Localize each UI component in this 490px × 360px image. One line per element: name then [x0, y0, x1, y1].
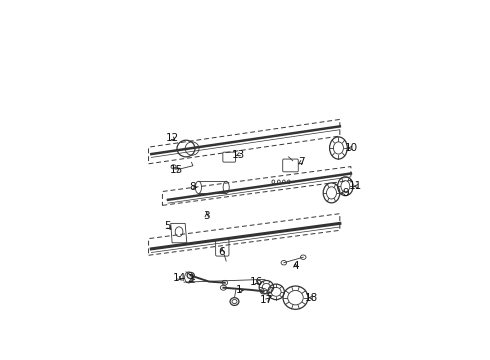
Text: 13: 13: [232, 150, 245, 159]
Text: 17: 17: [260, 296, 273, 305]
Text: 16: 16: [249, 277, 263, 287]
Text: 6: 6: [219, 247, 225, 257]
Text: 11: 11: [349, 181, 362, 191]
Text: 4: 4: [292, 261, 299, 271]
Text: 12: 12: [166, 133, 179, 143]
Text: 15: 15: [170, 165, 183, 175]
Text: 10: 10: [344, 143, 358, 153]
Text: 14: 14: [172, 273, 186, 283]
Text: 7: 7: [298, 157, 304, 167]
Text: 18: 18: [305, 293, 318, 303]
Text: 9: 9: [342, 188, 349, 198]
Text: 5: 5: [165, 221, 172, 231]
Text: 2: 2: [187, 274, 194, 284]
Text: 1: 1: [235, 285, 242, 296]
Text: 3: 3: [203, 211, 210, 221]
Text: 8: 8: [190, 183, 196, 192]
